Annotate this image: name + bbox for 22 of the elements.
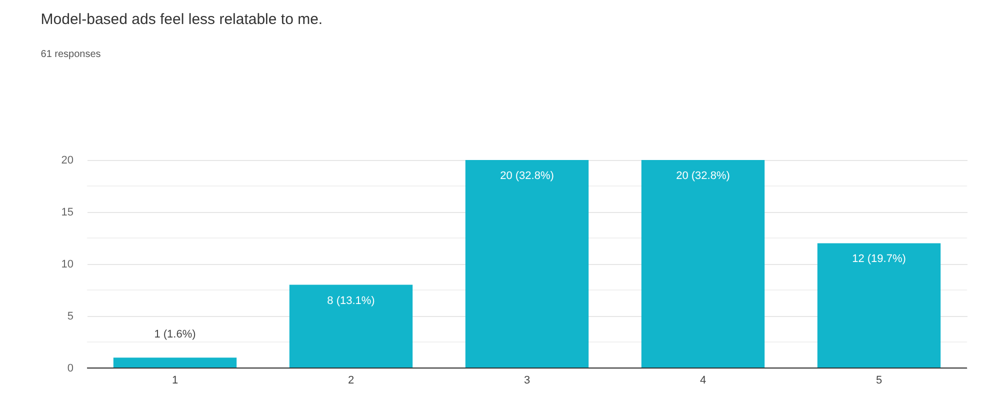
y-tick-label: 0	[67, 362, 74, 374]
x-tick-label: 1	[172, 374, 178, 386]
data-label: 20 (32.8%)	[676, 170, 730, 182]
bar	[641, 160, 765, 368]
data-label: 8 (13.1%)	[327, 294, 375, 307]
data-label: 12 (19.7%)	[852, 253, 906, 266]
y-tick-label: 5	[67, 310, 74, 322]
y-tick-label: 20	[61, 154, 74, 166]
x-tick-label: 2	[348, 374, 354, 386]
x-tick-label: 3	[524, 374, 530, 386]
bar	[113, 358, 237, 368]
x-tick-label: 4	[700, 374, 706, 386]
data-label: 1 (1.6%)	[154, 328, 196, 341]
y-tick-label: 15	[61, 206, 74, 218]
data-label: 20 (32.8%)	[500, 170, 554, 182]
bar	[817, 243, 941, 368]
bar	[289, 284, 413, 368]
y-tick-label: 10	[61, 258, 74, 270]
x-tick-label: 5	[876, 374, 882, 386]
bar	[465, 160, 589, 368]
chart-title: Model-based ads feel less relatable to me.	[40, 11, 323, 28]
chart-subtitle: 61 responses	[40, 49, 101, 60]
